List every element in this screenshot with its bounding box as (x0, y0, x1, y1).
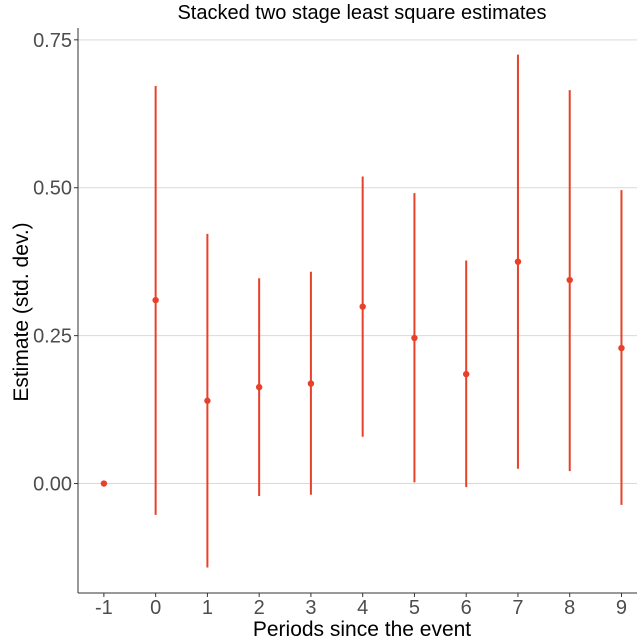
x-tick-label: 8 (564, 597, 575, 619)
x-tick-label: 3 (305, 597, 316, 619)
y-axis-title: Estimate (std. dev.) (10, 222, 33, 401)
y-tick-label: 0.25 (33, 326, 72, 348)
x-tick-label: 1 (202, 597, 213, 619)
x-tick-label: 4 (357, 597, 368, 619)
point-estimate (566, 276, 573, 284)
y-tick-label: 0.00 (33, 474, 72, 496)
point-estimate (204, 397, 211, 404)
point-estimate (618, 344, 625, 352)
gridlines (78, 39, 637, 485)
x-tick-label: 6 (461, 597, 472, 619)
x-tick-label: 5 (409, 597, 420, 619)
y-tick-label: 0.75 (33, 30, 72, 52)
y-tick-label: 0.50 (33, 178, 72, 200)
x-tick-label: 7 (512, 597, 523, 619)
data-series (100, 54, 625, 568)
x-tick-label: 0 (150, 597, 161, 619)
point-estimate (359, 303, 366, 310)
point-estimate (307, 380, 315, 387)
point-estimate (514, 258, 522, 265)
point-estimate (100, 480, 108, 487)
x-axis-title: Periods since the event (253, 618, 471, 641)
x-tick-label: 2 (254, 597, 265, 619)
point-estimate (462, 370, 470, 378)
point-estimate (411, 334, 418, 342)
x-axis: -1 0 1 2 3 4 5 6 7 8 9 (78, 592, 637, 619)
x-tick-label: -1 (95, 597, 113, 619)
point-estimate (255, 383, 263, 391)
x-tick-label: 9 (616, 597, 627, 619)
chart-title: Stacked two stage least square estimates (177, 2, 546, 24)
point-estimate (152, 296, 159, 304)
y-axis: 0.00 0.25 0.50 0.75 (33, 28, 79, 593)
